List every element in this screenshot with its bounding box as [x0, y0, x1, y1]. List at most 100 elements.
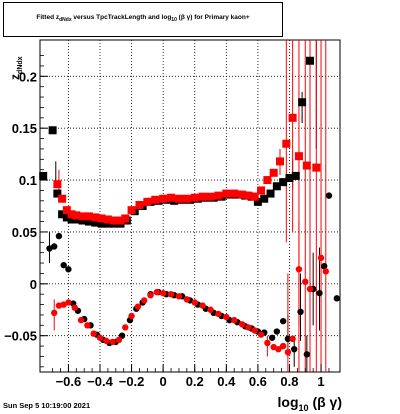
square-marker — [276, 157, 284, 166]
datestamp: Sun Sep 5 10:19:00 2021 — [3, 401, 91, 410]
circle-marker — [51, 309, 58, 317]
circle-marker — [275, 345, 282, 353]
square-marker — [39, 171, 48, 180]
data-markers — [39, 56, 341, 358]
y-tick-label: 0.05 — [12, 225, 37, 240]
tick-labels: −0.6 −0.4 −0.2 0 0.2 0.4 0.6 0.8 1 −0.05 0 0.05 0.1 0… — [4, 69, 325, 389]
circle-marker — [316, 289, 323, 297]
square-marker — [272, 182, 281, 191]
square-marker — [48, 126, 57, 135]
circle-marker — [279, 317, 287, 325]
y-tick-label: 0.1 — [19, 173, 37, 188]
axis-ticks — [40, 55, 330, 372]
y-tick-label: 0.15 — [12, 121, 37, 136]
square-marker — [238, 190, 247, 199]
circle-marker — [90, 330, 97, 337]
plot-frame — [39, 39, 341, 373]
square-marker — [269, 168, 278, 177]
circle-marker — [159, 289, 167, 297]
square-marker — [198, 192, 207, 201]
circle-marker — [251, 327, 258, 334]
square-marker — [135, 200, 144, 209]
square-marker — [306, 56, 314, 65]
circle-marker — [207, 306, 214, 313]
circle-marker — [303, 351, 311, 358]
square-marker — [97, 219, 106, 228]
circle-marker — [238, 321, 246, 328]
circle-marker — [84, 322, 91, 329]
circle-marker — [322, 268, 329, 275]
circle-marker — [297, 308, 304, 316]
square-marker — [291, 171, 300, 180]
y-tick-label: −0.05 — [4, 329, 37, 344]
square-marker — [84, 217, 93, 226]
circle-marker — [96, 334, 104, 341]
square-marker — [91, 218, 100, 227]
circle-marker — [191, 299, 198, 306]
circle-marker — [284, 335, 292, 342]
circle-marker — [295, 266, 303, 273]
square-marker — [257, 186, 266, 195]
plot-area — [39, 39, 341, 373]
circle-marker — [77, 316, 85, 324]
square-marker — [282, 139, 291, 148]
circle-marker — [215, 310, 222, 318]
circle-marker — [175, 293, 183, 300]
square-marker — [97, 214, 106, 223]
circle-marker — [223, 313, 230, 321]
square-marker — [190, 193, 199, 202]
square-marker — [91, 213, 100, 222]
square-marker — [53, 180, 62, 189]
circle-marker — [71, 304, 78, 311]
square-marker — [174, 194, 183, 203]
square-marker — [121, 214, 130, 223]
circle-marker — [60, 261, 67, 269]
x-tick-label: 0 — [160, 374, 167, 389]
circle-marker — [147, 292, 154, 299]
square-marker — [288, 113, 297, 122]
square-marker — [78, 212, 87, 221]
circle-marker — [325, 192, 333, 199]
square-marker — [78, 216, 87, 225]
circle-marker — [306, 285, 314, 293]
square-marker — [298, 98, 307, 107]
square-marker — [214, 191, 223, 200]
square-marker — [260, 194, 269, 203]
y-tick-label: 0 — [30, 277, 37, 292]
square-marker — [103, 219, 112, 228]
circle-marker — [153, 288, 161, 296]
circle-marker — [115, 336, 123, 344]
circle-marker — [231, 316, 238, 324]
circle-marker — [257, 331, 265, 338]
x-tick-label: 0.2 — [186, 374, 204, 389]
x-tick-label: −0.2 — [119, 374, 145, 389]
square-marker — [58, 210, 67, 219]
circle-marker — [289, 335, 296, 342]
chart-title: Fitted zdNdx versus TpcTrackLength and l… — [36, 14, 250, 23]
circle-marker — [313, 163, 320, 170]
square-marker — [116, 216, 125, 225]
title-box: Fitted zdNdx versus TpcTrackLength and l… — [3, 2, 283, 37]
y-axis-label: zdNdx — [7, 56, 25, 80]
circle-marker — [167, 290, 175, 298]
square-marker — [67, 215, 76, 224]
x-axis-label: log10 (β γ) — [277, 394, 342, 413]
circle-marker — [55, 232, 63, 240]
square-marker — [182, 194, 191, 203]
circle-marker — [141, 297, 148, 304]
square-marker — [250, 192, 259, 201]
square-marker — [67, 210, 76, 219]
square-marker — [103, 215, 112, 224]
square-marker — [206, 192, 215, 201]
square-marker — [222, 189, 231, 198]
circle-marker — [65, 266, 72, 273]
square-marker — [294, 152, 303, 161]
circle-marker — [279, 342, 287, 350]
circle-marker — [333, 295, 341, 302]
circle-marker — [183, 296, 191, 303]
square-marker — [110, 216, 119, 225]
square-marker — [263, 176, 272, 185]
circle-marker — [134, 303, 142, 310]
x-tick-label: 0.6 — [249, 374, 267, 389]
